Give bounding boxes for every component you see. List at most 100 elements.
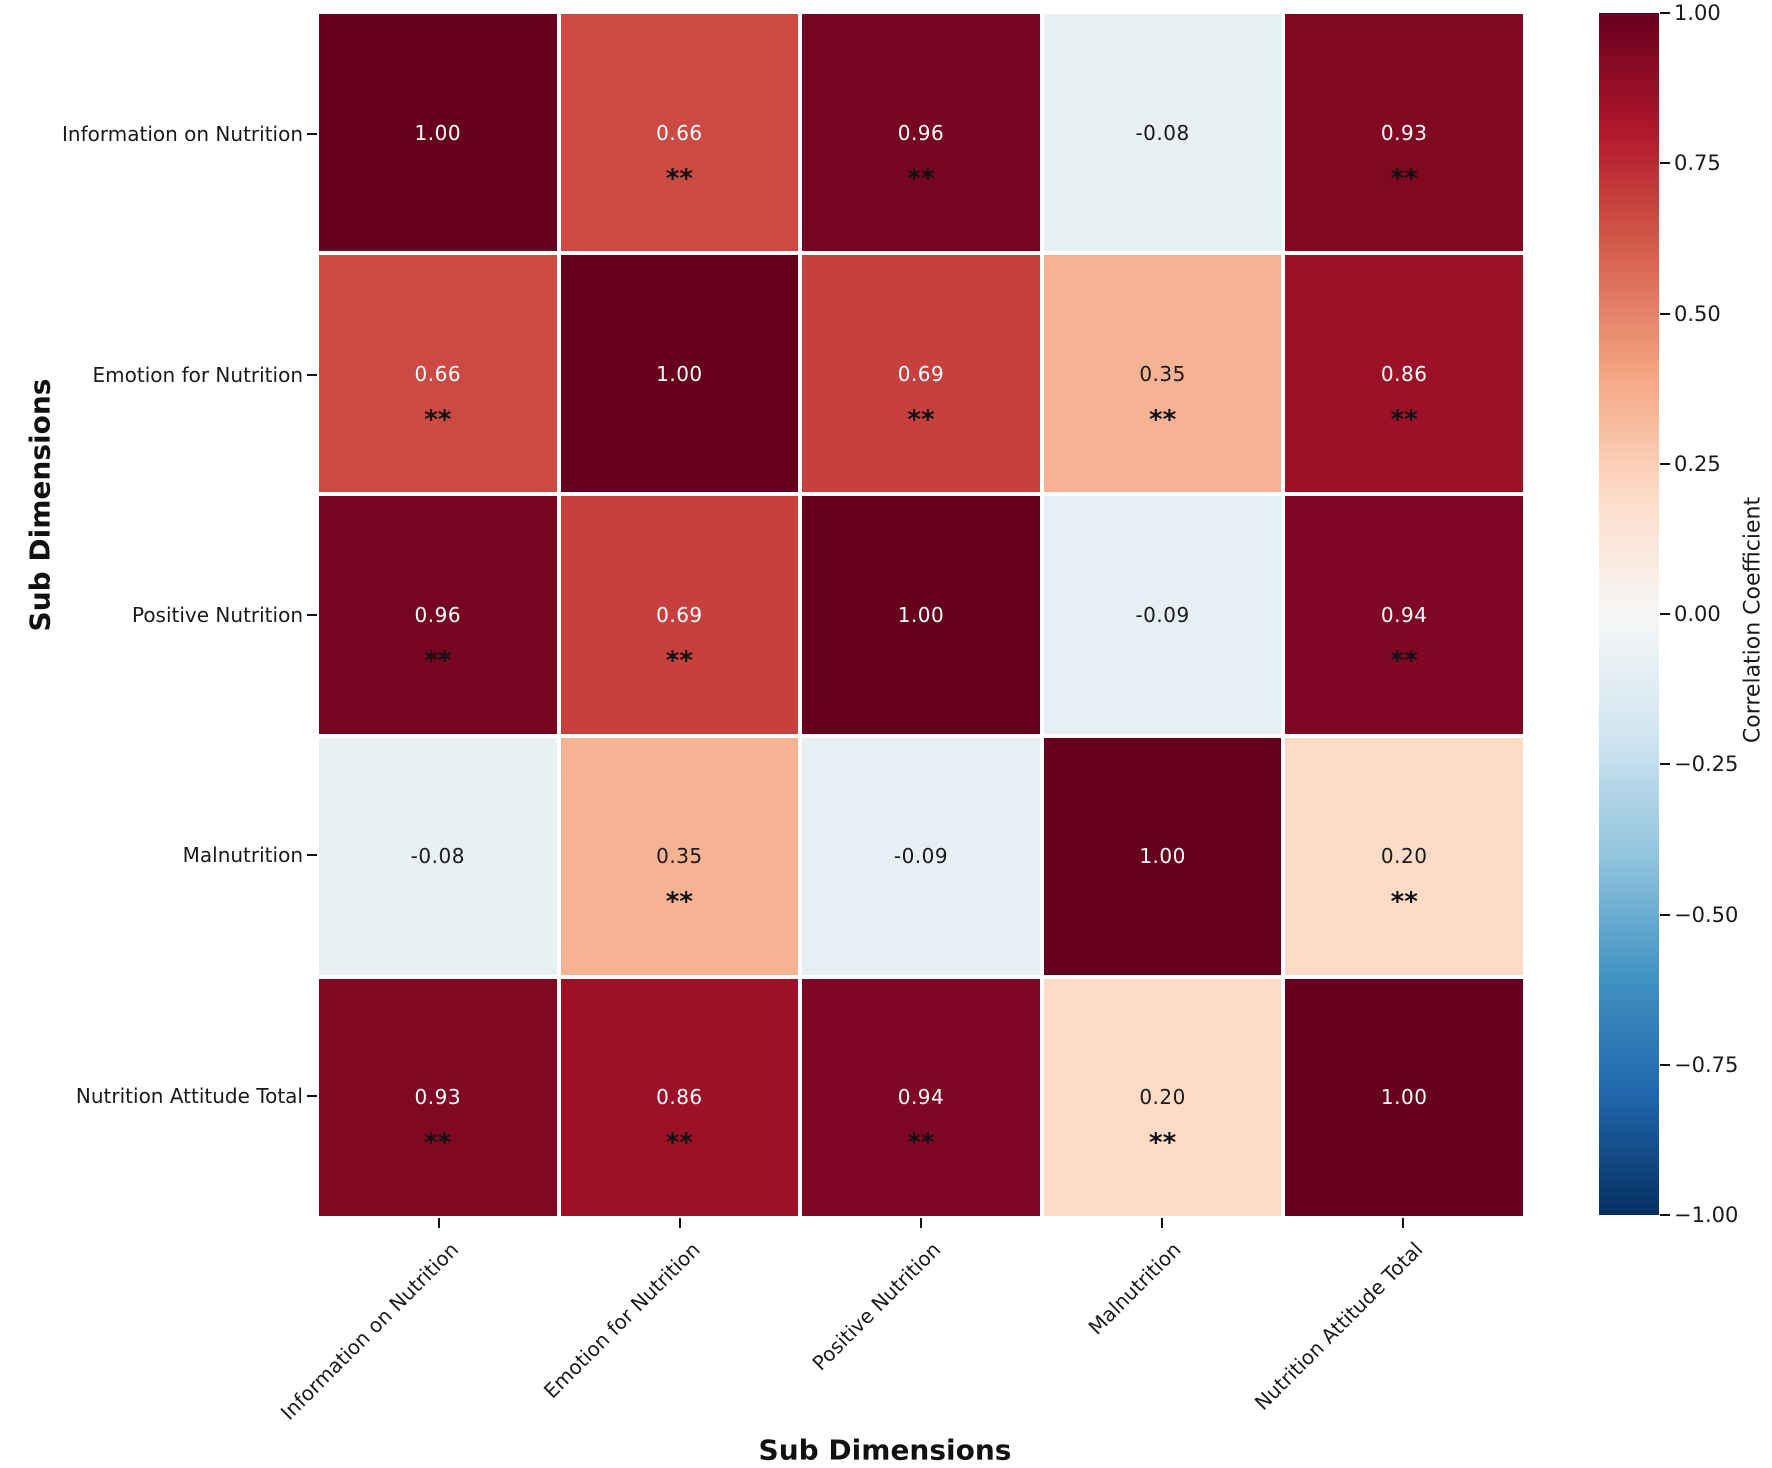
heatmap-cell: 0.35 ** — [1043, 255, 1282, 493]
x-tick-label: Emotion for Nutrition — [538, 1237, 705, 1404]
colorbar-tick-label: 0.25 — [1674, 451, 1721, 476]
significance-marker: ** — [424, 404, 452, 435]
tick-mark — [1660, 913, 1670, 916]
tick-mark — [438, 1218, 441, 1228]
heatmap-cell: 0.66 ** — [319, 255, 557, 493]
cell-value: 1.00 — [1139, 844, 1186, 869]
cell-value: 0.69 — [656, 602, 703, 627]
colorbar-gradient — [1599, 13, 1659, 1215]
cell-value: -0.08 — [1135, 120, 1190, 145]
heatmap-cell: 0.86 ** — [560, 978, 799, 1216]
significance-marker: ** — [665, 887, 693, 918]
x-tick-label: Nutrition Attitude Total — [1249, 1237, 1427, 1415]
significance-marker: ** — [1148, 1128, 1177, 1159]
cell-value: 0.96 — [897, 120, 945, 145]
cell-value: 0.86 — [656, 1085, 703, 1110]
y-tick-label: Emotion for Nutrition — [92, 362, 303, 387]
colorbar-tick-label: 0.00 — [1674, 602, 1721, 626]
tick-mark — [307, 854, 317, 857]
heatmap-cell: 0.20 ** — [1043, 978, 1282, 1216]
tick-mark — [679, 1218, 682, 1228]
colorbar-label: Correlation Coefficient — [1740, 496, 1766, 744]
heatmap-cell: 0.94 ** — [1285, 496, 1523, 734]
significance-marker: ** — [665, 163, 693, 194]
y-tick-label: Malnutrition — [182, 843, 303, 868]
heatmap-cell: 0.86 ** — [1285, 255, 1523, 493]
heatmap-cell: 1.00 — [560, 255, 799, 493]
x-tick-label: Information on Nutrition — [276, 1237, 464, 1425]
heatmap-cell: 1.00 — [802, 496, 1040, 734]
significance-marker: ** — [424, 645, 452, 676]
heatmap-cell: -0.09 — [802, 737, 1040, 975]
significance-marker: ** — [907, 404, 935, 435]
heatmap-cell: 0.35 ** — [560, 737, 799, 975]
colorbar-tick-label: −0.75 — [1674, 1052, 1739, 1077]
y-axis-label: Sub Dimensions — [23, 378, 57, 632]
heatmap-cell: 1.00 — [319, 14, 557, 252]
significance-marker: ** — [1390, 163, 1418, 194]
cell-value: 0.69 — [897, 361, 945, 386]
heatmap-cell: 0.66 ** — [560, 14, 799, 252]
y-tick-label: Nutrition Attitude Total — [75, 1083, 303, 1108]
significance-marker: ** — [1148, 404, 1177, 435]
cell-value: -0.09 — [893, 844, 949, 869]
cell-value: 1.00 — [414, 120, 462, 145]
tick-mark — [1660, 613, 1670, 615]
tick-mark — [307, 1094, 317, 1097]
cell-value: 0.94 — [897, 1085, 945, 1110]
x-axis-label: Sub Dimensions — [758, 1433, 1012, 1467]
cell-value: 1.00 — [1380, 1085, 1428, 1110]
cell-value: 0.20 — [1380, 844, 1428, 869]
cell-value: 1.00 — [897, 602, 945, 627]
cell-value: 0.35 — [1139, 361, 1186, 386]
tick-mark — [1660, 162, 1670, 165]
heatmap-grid: 1.00 0.66 ** 0.96 ** -0.08 0.93 ** 0.66 ** 1.00 0.6… — [319, 14, 1523, 1216]
tick-mark — [1401, 1218, 1404, 1228]
significance-marker: ** — [424, 1128, 452, 1159]
tick-mark — [1660, 312, 1670, 315]
y-tick-label: Positive Nutrition — [131, 603, 303, 627]
significance-marker: ** — [665, 1128, 693, 1159]
significance-marker: ** — [1390, 887, 1418, 918]
significance-marker: ** — [1390, 404, 1418, 435]
significance-marker: ** — [907, 163, 935, 194]
cell-value: -0.09 — [1135, 602, 1190, 627]
cell-value: 0.94 — [1380, 602, 1428, 627]
heatmap-cell: 0.94 ** — [802, 978, 1040, 1216]
cell-value: 0.93 — [1380, 120, 1428, 145]
cell-value: 0.66 — [414, 361, 462, 386]
heatmap-cell: 0.93 ** — [1285, 14, 1523, 252]
significance-marker: ** — [907, 1128, 935, 1159]
heatmap-cell: -0.09 — [1043, 496, 1282, 734]
colorbar-tick-label: −1.00 — [1674, 1203, 1739, 1227]
colorbar-tick-label: 1.00 — [1674, 1, 1721, 25]
cell-value: 1.00 — [656, 361, 703, 386]
tick-mark — [307, 614, 317, 616]
cell-value: 0.20 — [1139, 1085, 1186, 1110]
tick-mark — [1660, 462, 1670, 465]
heatmap-cell: 0.20 ** — [1285, 737, 1523, 975]
tick-mark — [1160, 1218, 1163, 1228]
cell-value: 0.35 — [656, 844, 703, 869]
heatmap-cell: 0.96 ** — [802, 14, 1040, 252]
heatmap-cell: 0.96 ** — [319, 496, 557, 734]
heatmap-cell: 1.00 — [1285, 978, 1523, 1216]
cell-value: 0.93 — [414, 1085, 462, 1110]
cell-value: -0.08 — [410, 844, 465, 869]
heatmap-cell: 0.69 ** — [802, 255, 1040, 493]
tick-mark — [307, 133, 317, 136]
x-tick-label: Malnutrition — [1083, 1237, 1187, 1340]
colorbar-tick-label: −0.25 — [1674, 752, 1739, 777]
cell-value: 0.66 — [656, 120, 703, 145]
heatmap-cell: -0.08 — [1043, 14, 1282, 252]
tick-mark — [1660, 1063, 1670, 1066]
heatmap-cell: 1.00 — [1043, 737, 1282, 975]
tick-mark — [1660, 763, 1670, 766]
heatmap-cell: -0.08 — [319, 737, 557, 975]
significance-marker: ** — [1390, 645, 1418, 676]
colorbar-tick-label: 0.75 — [1674, 151, 1721, 176]
tick-mark — [920, 1218, 922, 1228]
colorbar-tick-label: −0.50 — [1674, 902, 1739, 927]
tick-mark — [1660, 1214, 1670, 1216]
